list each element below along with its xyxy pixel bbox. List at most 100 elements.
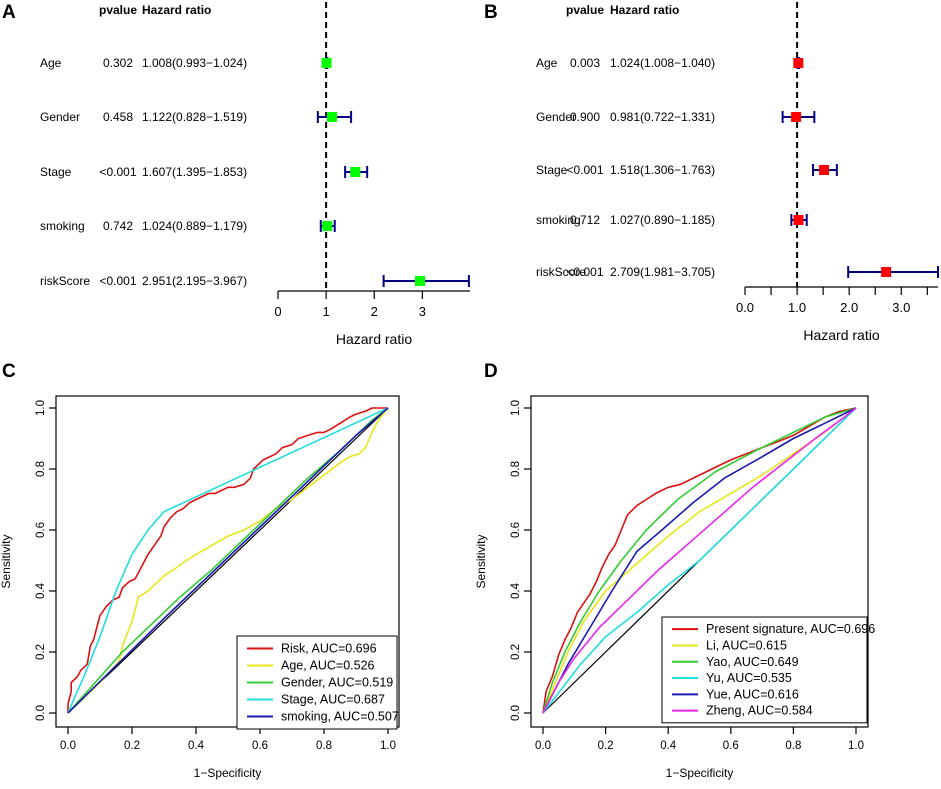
x-tick-label: 2 (371, 304, 378, 319)
legend-label: Risk, AUC=0.696 (281, 642, 377, 656)
y-axis-title: Sensitivity (0, 534, 13, 588)
y-tick-label: 0.8 (510, 461, 522, 477)
legend-label: Age, AUC=0.526 (281, 659, 375, 673)
row-label-age: Age (536, 56, 558, 70)
row-pvalue: 0.458 (103, 110, 133, 124)
x-tick-label: 0.6 (723, 740, 739, 752)
y-tick-label: 0.4 (35, 582, 47, 599)
row-label-riskscore: riskScore (40, 274, 90, 288)
x-tick-label: 1.0 (380, 740, 396, 752)
x-tick-label: 0.4 (660, 740, 677, 752)
x-tick-label: 0.6 (252, 740, 268, 752)
y-tick-label: 0.4 (510, 582, 522, 599)
x-tick-label: 0.0 (60, 740, 76, 752)
y-axis-title: Sensitivity (474, 534, 488, 588)
x-tick-label: 0.2 (124, 740, 140, 752)
x-tick-label: 2.0 (840, 300, 858, 315)
header-pvalue: pvalue (566, 3, 604, 17)
x-tick-label: 0.0 (535, 740, 551, 752)
row-hazard-ratio-text: 2.709(1.981−3.705) (610, 265, 715, 279)
y-tick-label: 0.2 (35, 644, 47, 660)
row-label-gender: Gender (40, 110, 80, 124)
hr-point (415, 276, 426, 286)
x-tick-label: 1.0 (848, 740, 864, 752)
chance-diagonal (67, 407, 389, 714)
row-pvalue: <0.001 (566, 163, 603, 177)
row-label-stage: Stage (536, 163, 568, 177)
x-tick-label: 0.8 (785, 740, 801, 752)
row-pvalue: 0.003 (570, 56, 600, 70)
row-label-stage: Stage (40, 165, 72, 179)
x-axis-title: Hazard ratio (336, 331, 412, 347)
row-pvalue: 0.302 (103, 56, 133, 70)
roc-curve (67, 407, 389, 714)
legend-label: Zheng, AUC=0.584 (706, 704, 813, 718)
row-hazard-ratio-text: 1.024(1.008−1.040) (610, 56, 715, 70)
legend-label: Stage, AUC=0.687 (281, 693, 385, 707)
hr-point (793, 58, 804, 68)
header-hazard-ratio: Hazard ratio (142, 3, 211, 17)
forest-plot-b: pvalue Hazard ratio Age 0.003 1.024(1.008−1.… (536, 2, 939, 343)
row-pvalue: <0.001 (566, 265, 603, 279)
x-axis-title: 1−Specificity (666, 766, 734, 780)
x-tick-label: 3 (419, 304, 426, 319)
y-tick-label: 1.0 (35, 400, 47, 416)
x-tick-label: 1.0 (788, 300, 806, 315)
panel-label-d: D (484, 361, 498, 382)
legend-label: smoking, AUC=0.507 (281, 710, 399, 724)
row-label-age: Age (40, 56, 62, 70)
panel-label-c: C (2, 361, 16, 382)
row-pvalue: 0.712 (570, 213, 600, 227)
row-hazard-ratio-text: 1.607(1.395−1.853) (142, 165, 247, 179)
x-tick-label: 0.8 (316, 740, 332, 752)
legend-label: Yue, AUC=0.616 (706, 687, 799, 701)
roc-curve (542, 407, 857, 714)
row-hazard-ratio-text: 1.024(0.889−1.179) (142, 219, 247, 233)
x-axis-title: Hazard ratio (803, 327, 879, 343)
y-tick-label: 0.0 (510, 705, 522, 721)
row-label-smoking: smoking (40, 219, 85, 233)
roc-curve (542, 407, 857, 714)
row-hazard-ratio-text: 1.008(0.993−1.024) (142, 56, 247, 70)
legend-label: Yao, AUC=0.649 (706, 655, 799, 669)
roc-curve (542, 407, 857, 714)
hr-point (350, 167, 361, 177)
y-tick-label: 0.8 (35, 461, 47, 477)
hr-point (819, 165, 830, 175)
row-hazard-ratio-text: 1.027(0.890−1.185) (610, 213, 715, 227)
hr-point (321, 58, 332, 68)
forest-plot-a: pvalue Hazard ratio Age 0.302 1.008(0.993−1.… (40, 2, 470, 347)
plot-frame (55, 395, 400, 728)
x-axis-title: 1−Specificity (194, 766, 262, 780)
row-pvalue: 0.742 (103, 219, 133, 233)
plot-frame (530, 395, 869, 728)
x-tick-label: 0 (274, 304, 281, 319)
roc-chart-c: 0.0 0.0 0.2 0.2 0.4 0.4 0.6 0.6 0.8 0.8 1.0 1.0 1−Sp… (0, 395, 400, 780)
x-tick-label: 0.4 (188, 740, 205, 752)
roc-curve (542, 407, 857, 714)
y-tick-label: 0.0 (35, 705, 47, 721)
hr-point (881, 267, 892, 277)
hr-point (791, 112, 802, 122)
y-tick-label: 0.2 (510, 644, 522, 660)
roc-curve (542, 407, 857, 714)
roc-curve (542, 407, 857, 714)
row-pvalue: <0.001 (99, 274, 136, 288)
row-label-smoking: smoking (536, 213, 581, 227)
panel-label-a: A (2, 2, 16, 23)
hr-point (326, 112, 337, 122)
y-tick-label: 0.6 (510, 522, 522, 538)
legend-box (661, 616, 868, 724)
y-tick-label: 0.6 (35, 522, 47, 538)
header-hazard-ratio: Hazard ratio (610, 3, 679, 17)
row-label-riskscore: riskScore (536, 265, 586, 279)
row-hazard-ratio-text: 1.122(0.828−1.519) (142, 110, 247, 124)
x-tick-label: 0.2 (598, 740, 614, 752)
x-tick-label: 1 (323, 304, 330, 319)
roc-curve (67, 407, 389, 714)
row-hazard-ratio-text: 0.981(0.722−1.331) (610, 110, 715, 124)
legend-label: Gender, AUC=0.519 (281, 676, 393, 690)
roc-curve (67, 407, 389, 714)
row-hazard-ratio-text: 2.951(2.195−3.967) (142, 274, 247, 288)
